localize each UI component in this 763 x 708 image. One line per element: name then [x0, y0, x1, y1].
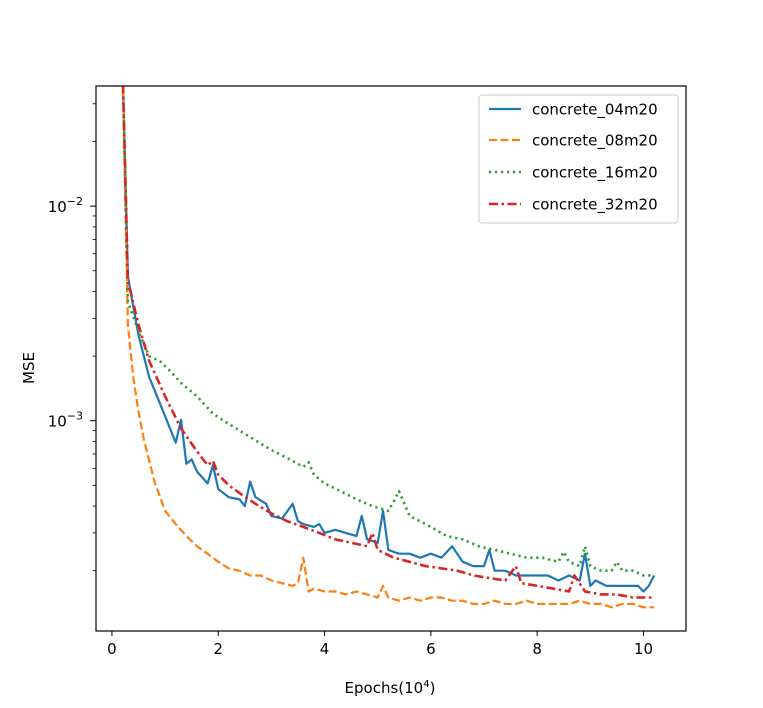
series-layer — [121, 86, 656, 609]
y-tick-label-0: 10−2 — [48, 195, 83, 216]
x-axis-label-exponent: 4 — [423, 679, 429, 690]
y-tick-label-1: 10−3 — [48, 410, 83, 431]
x-tick-label-0: 0 — [107, 640, 117, 658]
x-tick-label-5: 10 — [634, 640, 653, 658]
plot-frame — [95, 85, 687, 632]
x-tick-label-4: 8 — [532, 640, 542, 658]
series-line-3 — [121, 86, 655, 599]
legend: concrete_04m20 concrete_08m20 concrete_1… — [478, 94, 679, 224]
x-axis-label-main: Epochs(10 — [345, 679, 424, 697]
x-tick-label-2: 4 — [320, 640, 330, 658]
series-line-2 — [121, 86, 655, 577]
x-tick-label-1: 2 — [213, 640, 223, 658]
x-axis-ticks: 0 2 4 6 8 10 — [107, 631, 653, 658]
legend-label-3: concrete_32m20 — [532, 196, 658, 215]
y-axis-label: MSE — [20, 352, 38, 384]
legend-label-0: concrete_04m20 — [532, 101, 658, 120]
legend-label-1: concrete_08m20 — [532, 132, 658, 151]
series-line-1 — [121, 86, 655, 609]
x-axis-label: Epochs(104) — [345, 679, 436, 697]
legend-label-2: concrete_16m20 — [532, 164, 658, 183]
x-tick-label-3: 6 — [426, 640, 436, 658]
x-axis-label-suffix: ) — [430, 679, 436, 697]
legend-box — [478, 94, 679, 224]
y-axis-ticks: 10−2 10−3 — [48, 103, 96, 572]
